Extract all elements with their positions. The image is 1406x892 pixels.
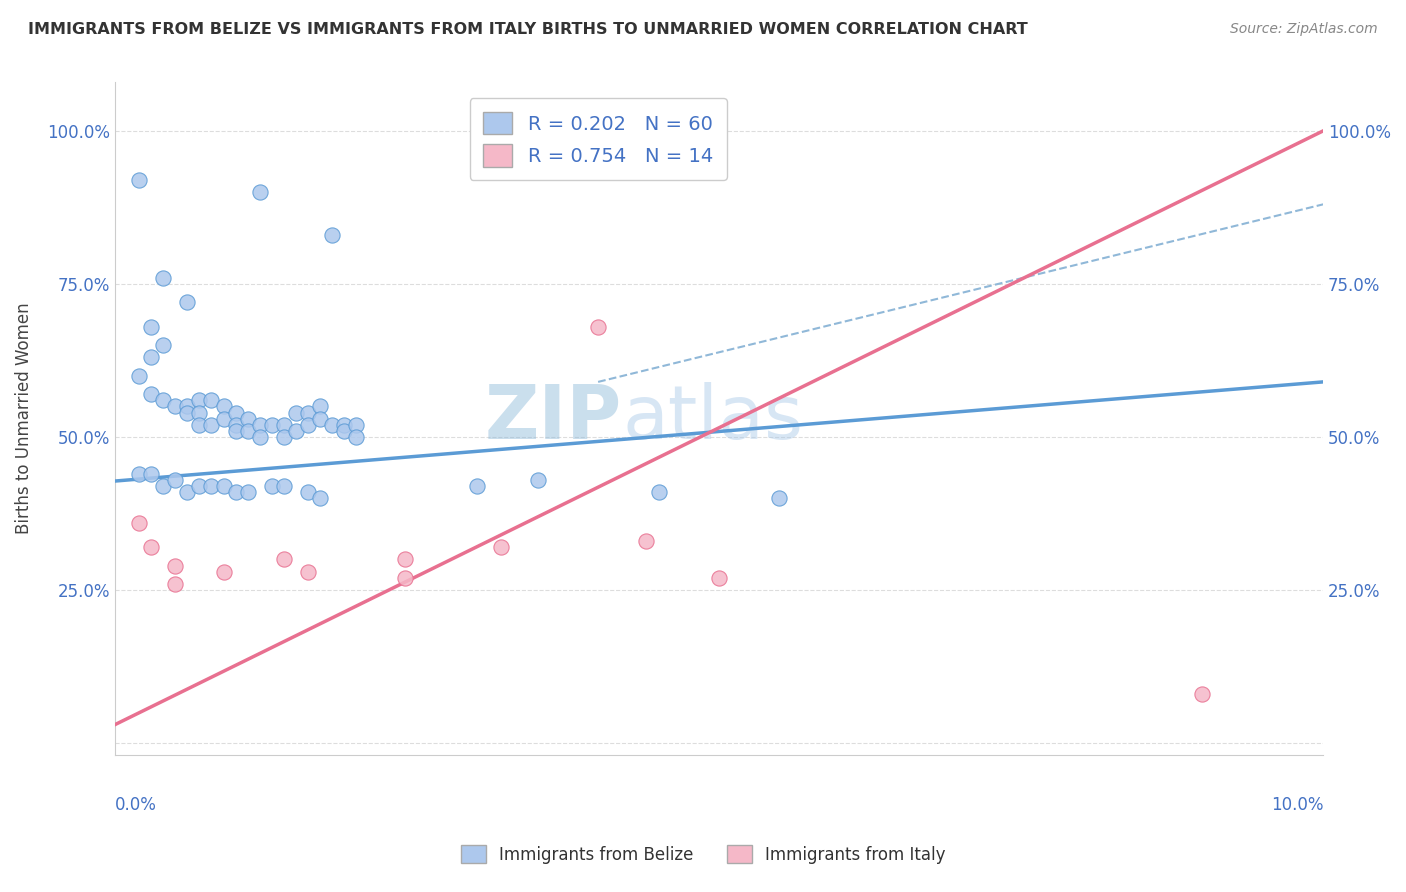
Point [236,424,259,438]
Point [309,400,332,414]
Point [309,491,332,506]
Point [152,270,174,285]
Point [176,295,198,310]
Point [285,405,308,419]
Point [152,393,174,408]
Point [260,479,283,493]
Point [249,185,271,199]
Point [321,417,343,432]
Legend: Immigrants from Belize, Immigrants from Italy: Immigrants from Belize, Immigrants from … [454,838,952,871]
Point [128,368,150,383]
Point [236,411,259,425]
Point [273,430,295,444]
Point [768,491,790,506]
Point [188,405,211,419]
Point [139,319,162,334]
Point [139,351,162,365]
Point [707,571,730,585]
Point [165,558,187,573]
Point [165,577,187,591]
Point [260,417,283,432]
Legend: R = 0.202   N = 60, R = 0.754   N = 14: R = 0.202 N = 60, R = 0.754 N = 14 [470,98,727,180]
Point [636,534,658,549]
Point [346,430,368,444]
Point [212,565,235,579]
Text: atlas: atlas [623,382,803,455]
Text: ZIP: ZIP [485,382,623,455]
Point [297,417,319,432]
Point [188,393,211,408]
Point [1191,687,1213,701]
Point [200,417,222,432]
Point [309,411,332,425]
Point [225,417,247,432]
Point [647,485,669,500]
Point [225,485,247,500]
Point [273,552,295,566]
Point [212,479,235,493]
Point [128,467,150,481]
Text: 10.0%: 10.0% [1271,796,1323,814]
Point [200,479,222,493]
Point [249,417,271,432]
Point [225,405,247,419]
Point [152,338,174,352]
Point [152,479,174,493]
Point [165,400,187,414]
Point [297,565,319,579]
Point [165,473,187,487]
Text: Source: ZipAtlas.com: Source: ZipAtlas.com [1230,22,1378,37]
Point [321,227,343,242]
Point [249,430,271,444]
Point [236,485,259,500]
Point [333,424,356,438]
Point [285,424,308,438]
Text: 0.0%: 0.0% [115,796,156,814]
Point [139,467,162,481]
Point [297,405,319,419]
Point [297,485,319,500]
Point [273,417,295,432]
Point [200,393,222,408]
Y-axis label: Births to Unmarried Women: Births to Unmarried Women [15,302,32,534]
Point [176,405,198,419]
Point [188,479,211,493]
Point [346,417,368,432]
Point [333,417,356,432]
Point [139,540,162,554]
Point [273,479,295,493]
Point [212,400,235,414]
Point [128,516,150,530]
Point [394,552,416,566]
Point [491,540,513,554]
Point [394,571,416,585]
Text: IMMIGRANTS FROM BELIZE VS IMMIGRANTS FROM ITALY BIRTHS TO UNMARRIED WOMEN CORREL: IMMIGRANTS FROM BELIZE VS IMMIGRANTS FRO… [28,22,1028,37]
Point [526,473,548,487]
Point [128,173,150,187]
Point [586,319,609,334]
Point [212,411,235,425]
Point [176,485,198,500]
Point [188,417,211,432]
Point [465,479,488,493]
Point [139,387,162,401]
Point [176,400,198,414]
Point [225,424,247,438]
